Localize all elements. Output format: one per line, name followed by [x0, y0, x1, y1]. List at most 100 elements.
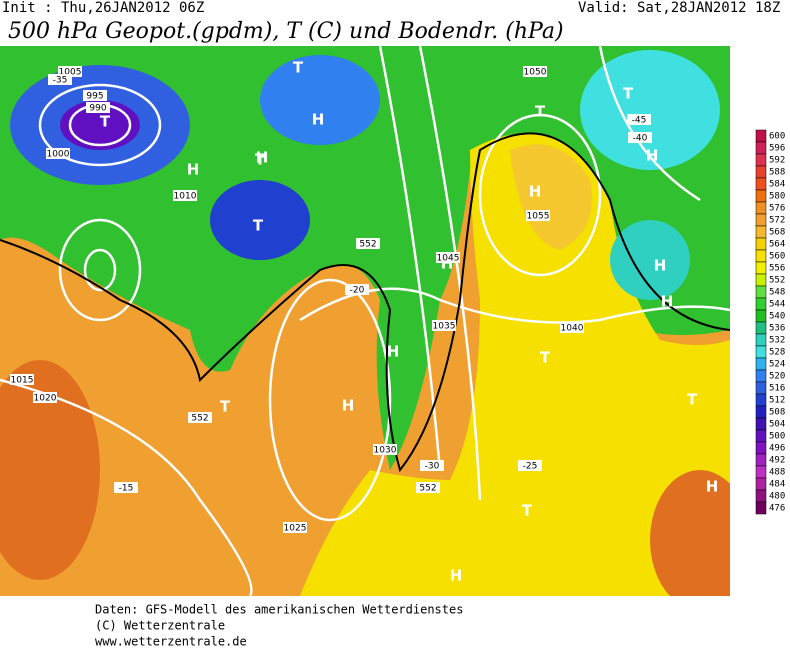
colorbar-swatch	[755, 501, 767, 515]
pressure-center: H	[654, 257, 667, 275]
pressure-center: H	[661, 293, 674, 311]
footer-line: (C) Wetterzentrale	[95, 619, 225, 633]
pressure-center: T	[253, 217, 264, 235]
colorbar-label: 524	[769, 360, 785, 370]
label-box	[48, 74, 72, 85]
colorbar-swatch	[755, 429, 767, 443]
colorbar-label: 488	[769, 468, 785, 478]
field	[580, 50, 720, 170]
pressure-center: H	[529, 183, 542, 201]
colorbar-swatch	[755, 177, 767, 191]
field	[300, 470, 520, 596]
colorbar-swatch	[755, 189, 767, 203]
colorbar-label: 536	[769, 324, 785, 334]
footer-line: Daten: GFS-Modell des amerikanischen Wet…	[95, 603, 463, 617]
contour-label: 552	[419, 484, 436, 494]
contour-label: 1000	[47, 150, 70, 160]
colorbar-label: 476	[769, 504, 785, 514]
colorbar-swatch	[755, 441, 767, 455]
label-box	[86, 102, 110, 113]
pressure-center: T	[220, 398, 231, 416]
pressure-center: H	[387, 343, 400, 361]
label-box	[345, 284, 369, 295]
colorbar-label: 496	[769, 444, 785, 454]
colorbar-swatch	[755, 165, 767, 179]
label-box	[173, 190, 197, 201]
label-box	[356, 238, 380, 249]
field	[450, 133, 730, 596]
colorbar-label: 540	[769, 312, 785, 322]
colorbar-label: 588	[769, 168, 785, 178]
colorbar-swatch	[755, 153, 767, 167]
colorbar-swatch	[755, 285, 767, 299]
colorbar-swatch	[755, 381, 767, 395]
colorbar-swatch	[755, 225, 767, 239]
colorbar-label: 556	[769, 264, 785, 274]
colorbar-swatch	[755, 369, 767, 383]
field	[650, 470, 730, 596]
colorbar-label: 580	[769, 192, 785, 202]
colorbar-swatch	[755, 357, 767, 371]
contour-label: 1040	[561, 324, 584, 334]
label-box	[518, 460, 542, 471]
footer-line: www.wetterzentrale.de	[95, 635, 247, 649]
contour-label: 1030	[374, 446, 397, 456]
label-box	[560, 322, 584, 333]
colorbar-swatch	[755, 201, 767, 215]
label-box	[58, 66, 82, 77]
colorbar-label: 480	[769, 492, 785, 502]
contour-label: -30	[425, 462, 440, 472]
map-labels: TTTHHHHTTHHHTHTTHHTHHT100599599010001010…	[10, 59, 718, 585]
colorbar-label: 504	[769, 420, 785, 430]
colorbar-label: 528	[769, 348, 785, 358]
contour-label: -25	[523, 462, 538, 472]
colorbar-label: 568	[769, 228, 785, 238]
pressure-center: H	[256, 149, 269, 167]
field	[510, 144, 592, 250]
map-title: 500 hPa Geopot.(gpdm), T (C) und Bodendr…	[8, 19, 564, 44]
colorbar-swatch	[755, 417, 767, 431]
colorbar-swatch	[755, 249, 767, 263]
colorbar-swatch	[755, 237, 767, 251]
contour-label: 552	[191, 414, 208, 424]
colorbar-label: 484	[769, 480, 785, 490]
label-box	[627, 114, 651, 125]
pressure-center: H	[312, 111, 325, 129]
field	[210, 180, 310, 260]
pressure-center: T	[293, 59, 304, 77]
colorbar-swatch	[755, 453, 767, 467]
label-box	[33, 392, 57, 403]
pressure-center: H	[646, 147, 659, 165]
colorbar-label: 532	[769, 336, 785, 346]
colorbar-swatch	[755, 309, 767, 323]
label-box	[432, 320, 456, 331]
contour-label: 1005	[59, 68, 82, 78]
label-box	[420, 460, 444, 471]
init-time: Init : Thu,26JAN2012 06Z	[2, 0, 204, 16]
contour-label: -35	[53, 76, 68, 86]
contour-label: 1045	[437, 254, 460, 264]
pressure-center: T	[100, 113, 111, 131]
colorbar-swatch	[755, 393, 767, 407]
colorbar-swatch	[755, 213, 767, 227]
contour-label: 552	[359, 240, 376, 250]
colorbar-swatch	[755, 465, 767, 479]
label-box	[46, 148, 70, 159]
pressure-center: T	[540, 349, 551, 367]
colorbar-label: 576	[769, 204, 785, 214]
label-box	[10, 374, 34, 385]
colorbar-label: 544	[769, 300, 785, 310]
pressure-center: T	[535, 103, 546, 121]
colorbar-label: 600	[769, 132, 785, 142]
colorbar-swatch	[755, 321, 767, 335]
field	[610, 220, 690, 300]
contour-label: -40	[633, 134, 648, 144]
colorbar-label: 548	[769, 288, 785, 298]
label-box	[416, 482, 440, 493]
contour-label: -20	[350, 286, 365, 296]
label-box	[523, 66, 547, 77]
contour-label: -45	[632, 116, 647, 126]
contour-label: 995	[86, 92, 103, 102]
pressure-center: T	[623, 85, 634, 103]
